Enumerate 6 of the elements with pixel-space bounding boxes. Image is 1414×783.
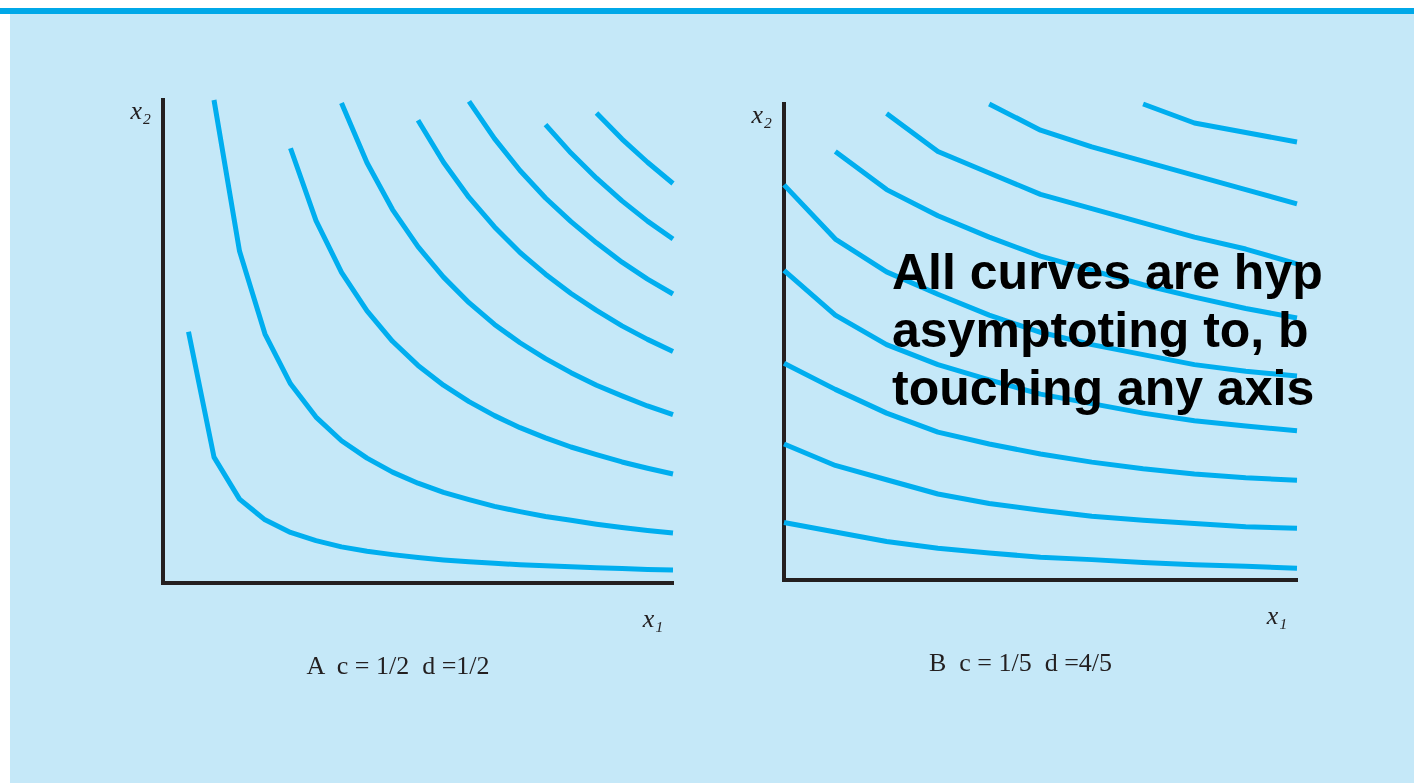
text: B c = 1/5 d =4/5 bbox=[928, 648, 1113, 678]
y-axis-title: x₂ bbox=[750, 99, 772, 129]
x-axis-title: x₁ bbox=[641, 604, 664, 634]
x-axis-title: x₁ bbox=[1265, 601, 1288, 631]
text: A c = 1/2 d =1/2 bbox=[306, 651, 490, 681]
y-axis-title: x₂ bbox=[129, 95, 151, 125]
